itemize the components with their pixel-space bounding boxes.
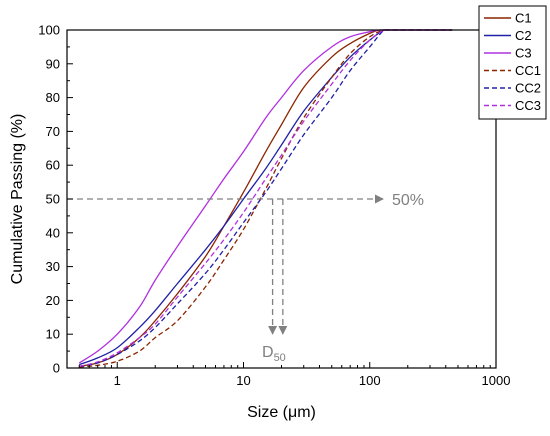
y-tick-label: 70	[46, 124, 60, 139]
y-tick-label: 40	[46, 225, 60, 240]
fifty-percent-label: 50%	[392, 192, 424, 209]
legend-label-cc2: CC2	[515, 81, 541, 96]
legend-box	[478, 5, 547, 120]
y-tick-label: 60	[46, 158, 60, 173]
x-tick-label: 100	[359, 373, 381, 388]
legend: C1 C2 C3 CC1 CC2 CC3	[478, 5, 547, 120]
d50-label-main: D	[262, 344, 274, 361]
series-line-cc1	[79, 29, 453, 368]
d50-label-sub: 50	[274, 352, 286, 364]
y-tick-label: 0	[53, 361, 60, 376]
y-tick-label: 80	[46, 90, 60, 105]
annotation-layer: 50% D50	[67, 192, 424, 364]
series-line-cc2	[79, 29, 453, 367]
x-axis-title: Size (μm)	[247, 404, 316, 421]
x-tick-label: 1000	[482, 373, 511, 388]
y-tick-label: 30	[46, 259, 60, 274]
y-tick-label: 100	[38, 23, 60, 38]
d50-label: D50	[262, 344, 286, 364]
x-tick-label: 10	[236, 373, 250, 388]
y-axis-title: Cumulative Passing (%)	[9, 114, 26, 285]
legend-label-cc3: CC3	[515, 98, 541, 113]
y-tick-label: 50	[46, 192, 60, 207]
legend-label-c3: C3	[515, 46, 532, 61]
y-tick-label: 10	[46, 327, 60, 342]
x-tick-label: 1	[114, 373, 121, 388]
y-tick-label: 90	[46, 56, 60, 71]
legend-label-c1: C1	[515, 11, 532, 26]
legend-label-c2: C2	[515, 28, 532, 43]
legend-label-cc1: CC1	[515, 63, 541, 78]
y-tick-label: 20	[46, 293, 60, 308]
